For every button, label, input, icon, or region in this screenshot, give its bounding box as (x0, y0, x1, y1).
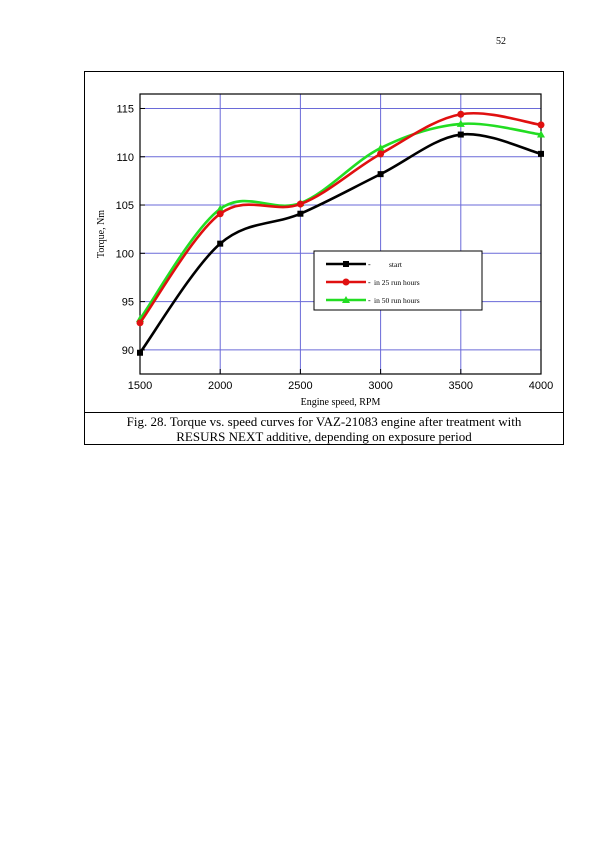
legend-label: in 50 run hours (374, 296, 420, 305)
chart: 1500 2000 2500 3000 3500 4000 90 95 100 105 110 115… (85, 72, 563, 412)
caption-divider (85, 412, 563, 413)
data-point-series-1 (377, 150, 385, 158)
x-tick-label: 1500 (128, 380, 152, 392)
y-tick-label: 90 (122, 345, 134, 357)
series-line-2 (138, 122, 542, 320)
data-point-series-2 (376, 144, 385, 152)
legend-swatch-marker (342, 278, 350, 286)
legend-dash: - (368, 260, 371, 269)
x-tick-label: 3500 (449, 380, 473, 392)
plot-background (140, 94, 541, 374)
series-line-0 (138, 132, 542, 354)
plot-frame (139, 93, 542, 375)
caption-line-1: Fig. 28. Torque vs. speed curves for VAZ… (126, 414, 522, 429)
data-point-series-2 (537, 130, 545, 138)
y-tick-label: 115 (116, 103, 134, 115)
data-point-series-0 (538, 150, 544, 157)
data-point-series-1 (296, 200, 304, 208)
legend-label: in 25 run hours (374, 278, 420, 287)
x-tick-label: 2000 (208, 380, 232, 392)
torque-speed-chart: 1500 2000 2500 3000 3500 4000 90 95 100 105 110 115… (96, 93, 553, 408)
legend-dash: - (368, 278, 371, 287)
data-point-series-0 (137, 349, 143, 356)
x-tick-label: 3000 (368, 380, 392, 392)
legend-label: start (389, 260, 403, 269)
y-tick-label: 105 (116, 200, 134, 212)
x-axis-label: Engine speed, RPM (301, 397, 381, 408)
series-line-1 (138, 112, 542, 324)
y-tick-label: 100 (116, 248, 134, 260)
data-point-series-2 (456, 119, 465, 127)
data-point-series-0 (377, 171, 384, 178)
legend-swatch-marker (343, 261, 349, 267)
page-number: 52 (496, 36, 506, 47)
data-point-series-0 (297, 210, 304, 217)
y-tick-label: 95 (122, 297, 134, 309)
data-point-series-0 (457, 131, 464, 138)
y-axis-label: Torque, Nm (96, 210, 107, 258)
x-tick-label: 2500 (288, 380, 312, 392)
data-point-series-1 (216, 210, 224, 218)
figure: 1500 2000 2500 3000 3500 4000 90 95 100 105 110 115… (84, 71, 564, 445)
legend-dash: - (368, 296, 371, 305)
data-point-series-1 (136, 319, 144, 327)
caption-line-2: RESURS NEXT additive, depending on expos… (176, 429, 472, 444)
data-point-series-1 (537, 121, 545, 129)
data-point-series-2 (216, 204, 225, 212)
x-tick-label: 4000 (529, 380, 553, 392)
legend-swatch-marker (342, 296, 350, 303)
figure-caption: Fig. 28. Torque vs. speed curves for VAZ… (85, 414, 563, 444)
data-point-series-0 (217, 240, 224, 247)
y-tick-label: 110 (116, 152, 134, 164)
data-point-series-1 (457, 110, 465, 118)
